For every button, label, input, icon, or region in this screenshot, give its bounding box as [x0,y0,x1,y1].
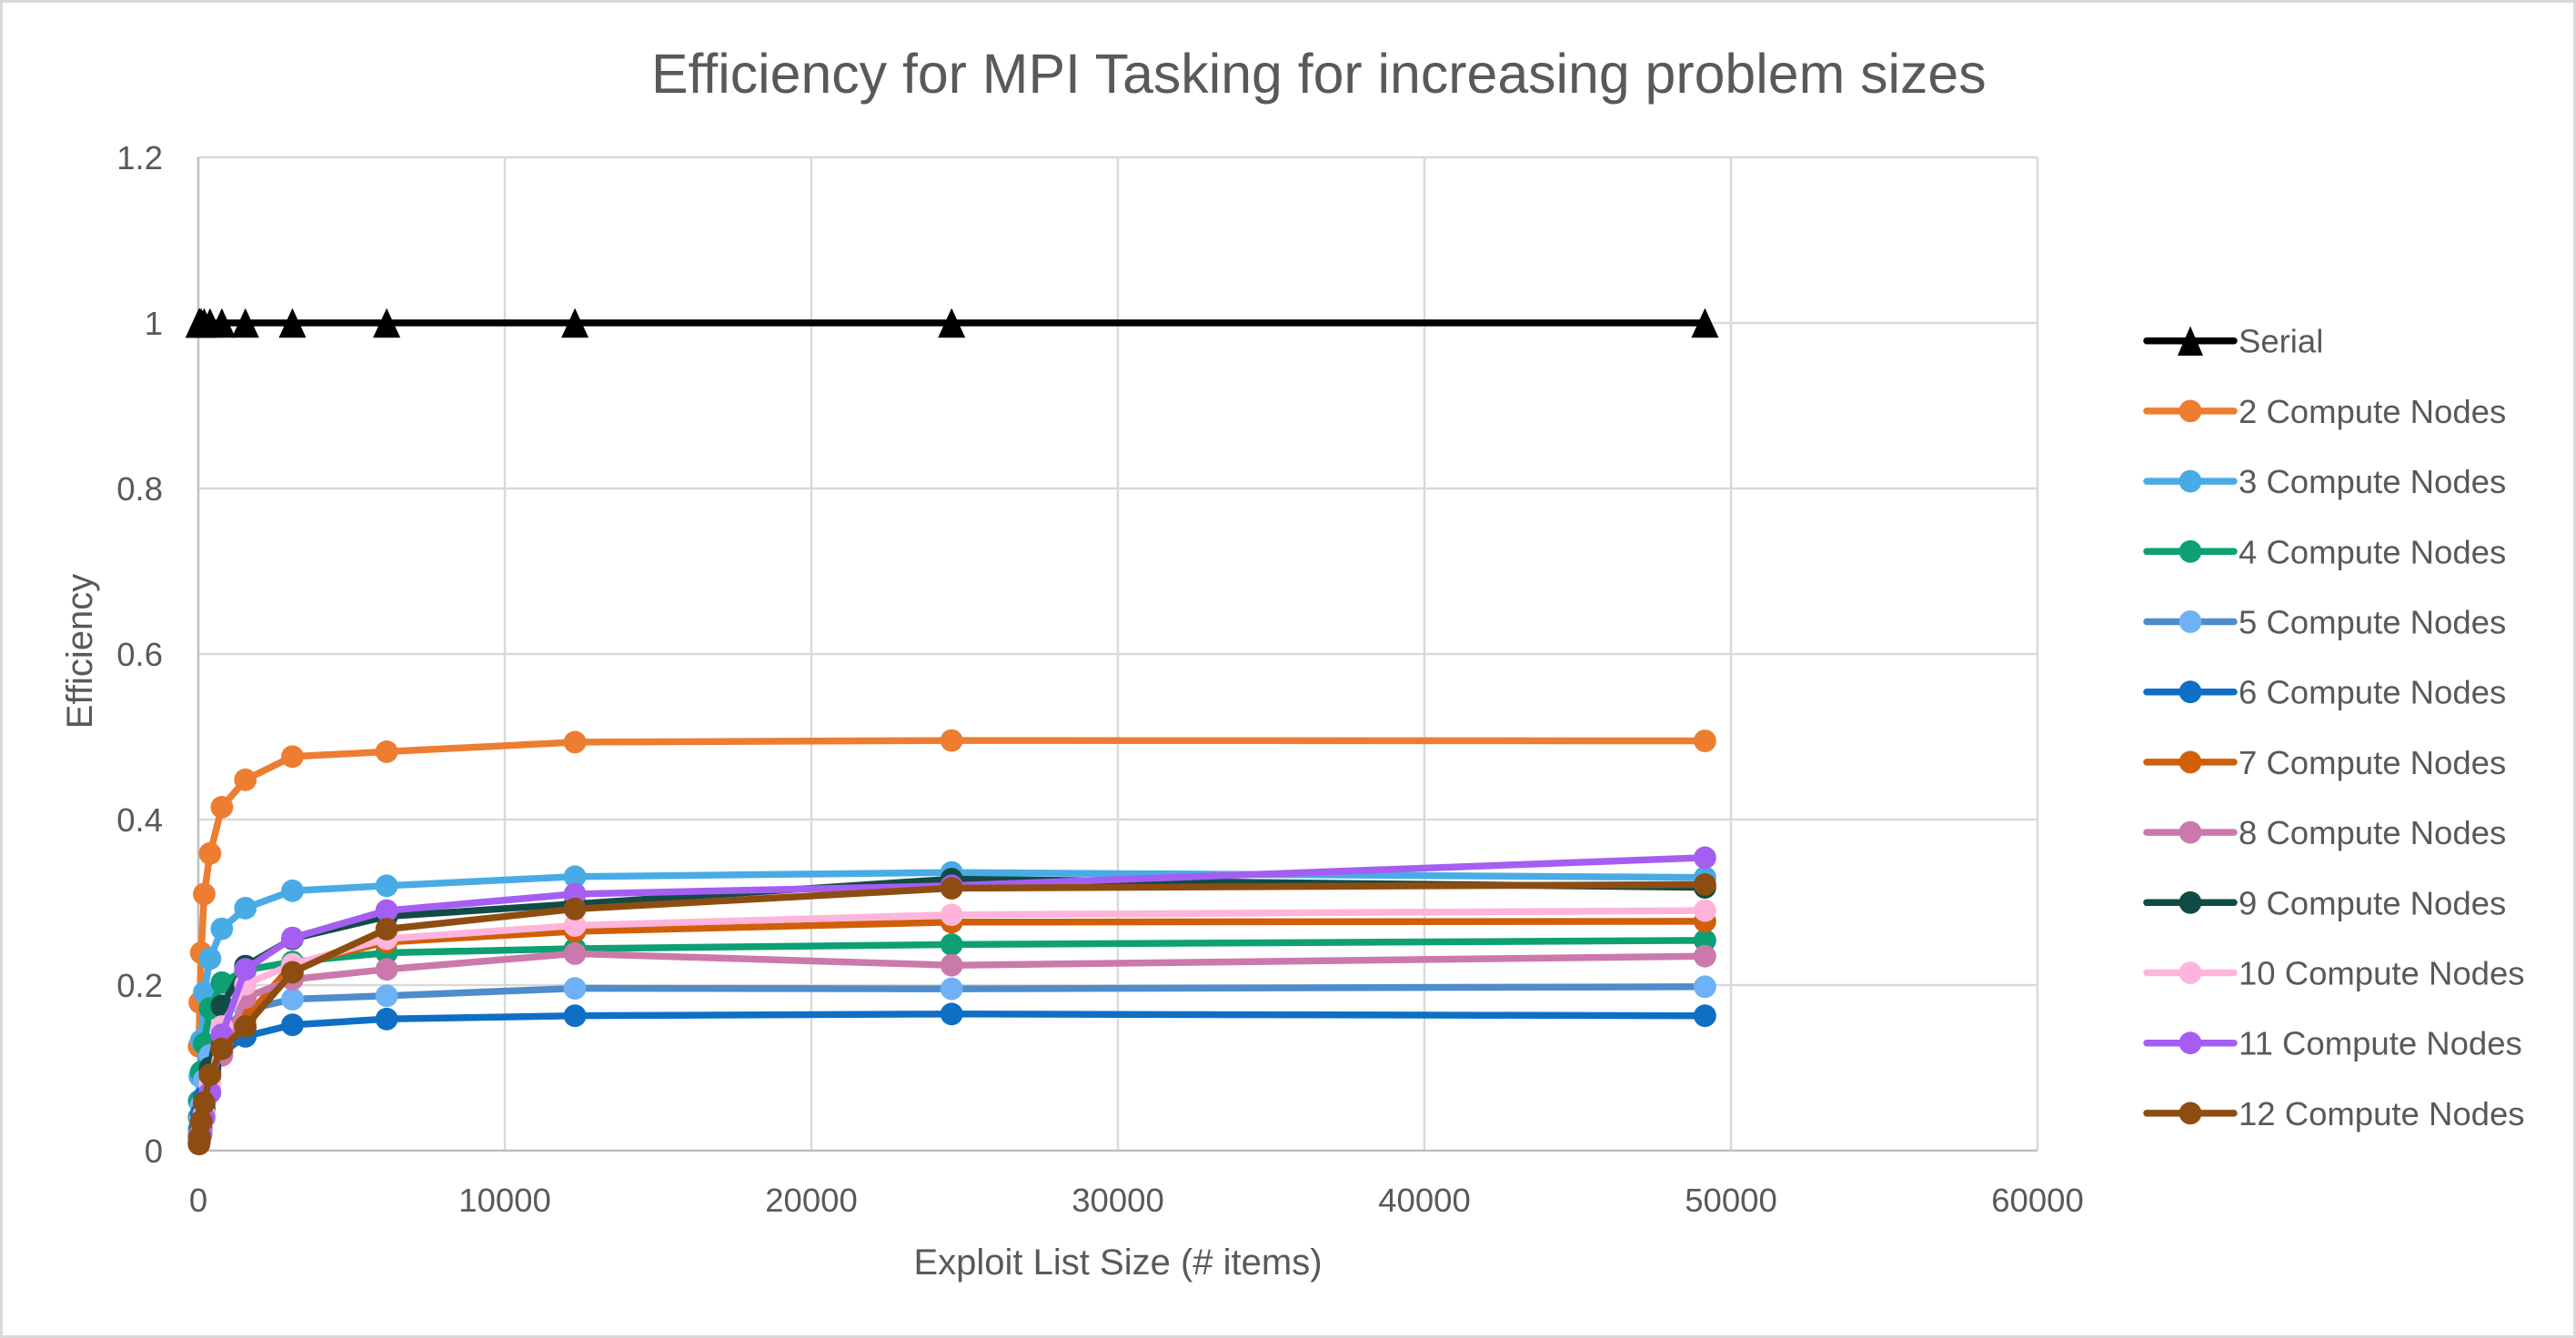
svg-text:60000: 60000 [1991,1182,2084,1219]
svg-text:Efficiency: Efficiency [60,574,100,729]
svg-text:0.4: 0.4 [116,801,163,839]
svg-text:2 Compute Nodes: 2 Compute Nodes [2239,393,2506,430]
svg-text:Serial: Serial [2239,323,2323,360]
svg-text:3 Compute Nodes: 3 Compute Nodes [2239,463,2506,500]
svg-text:0: 0 [189,1182,207,1219]
svg-text:0.8: 0.8 [116,470,163,508]
svg-text:10 Compute Nodes: 10 Compute Nodes [2239,955,2525,992]
svg-text:40000: 40000 [1378,1182,1471,1219]
svg-text:1: 1 [145,305,163,342]
svg-text:8 Compute Nodes: 8 Compute Nodes [2239,814,2506,851]
svg-text:Exploit List Size (# items): Exploit List Size (# items) [913,1242,1322,1283]
svg-text:30000: 30000 [1072,1182,1164,1219]
svg-text:6 Compute Nodes: 6 Compute Nodes [2239,674,2506,711]
svg-text:0.6: 0.6 [116,636,163,673]
svg-text:20000: 20000 [765,1182,858,1219]
svg-text:5 Compute Nodes: 5 Compute Nodes [2239,604,2506,641]
svg-text:Efficiency for MPI Tasking for: Efficiency for MPI Tasking for increasin… [651,43,1987,105]
svg-text:12 Compute Nodes: 12 Compute Nodes [2239,1095,2525,1132]
svg-text:1.2: 1.2 [116,139,163,176]
svg-text:50000: 50000 [1685,1182,1777,1219]
svg-text:10000: 10000 [458,1182,551,1219]
svg-text:0.2: 0.2 [116,967,163,1004]
svg-text:11 Compute Nodes: 11 Compute Nodes [2239,1025,2522,1062]
svg-text:9 Compute Nodes: 9 Compute Nodes [2239,884,2506,921]
svg-text:7 Compute Nodes: 7 Compute Nodes [2239,744,2506,781]
svg-text:0: 0 [145,1132,163,1170]
svg-text:4 Compute Nodes: 4 Compute Nodes [2239,533,2506,570]
